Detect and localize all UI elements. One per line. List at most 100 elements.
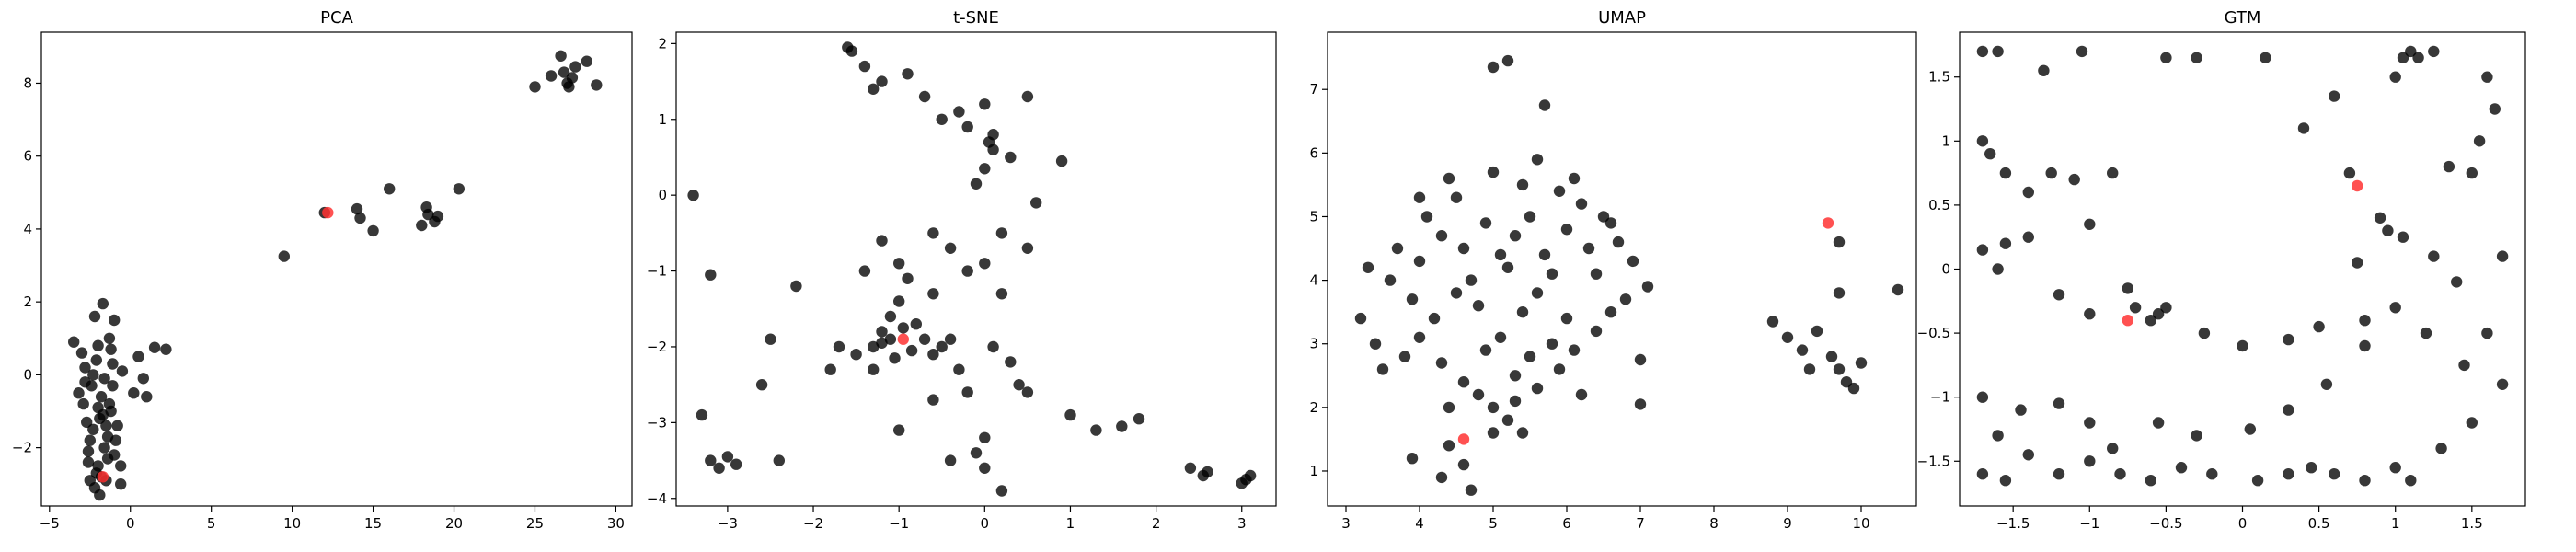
umap-y-tick-label-1: 2 [1309,399,1318,416]
tsne-point-s0-54 [995,485,1008,497]
gtm-point-s0-15 [2473,135,2486,147]
tsne-point-s0-18 [790,280,802,293]
gtm-point-s0-16 [2466,167,2478,179]
umap-point-s0-23 [1428,312,1441,325]
gtm-point-s0-30 [2084,308,2096,320]
umap-point-s0-73 [1840,376,1853,388]
tsne-point-s0-17 [705,269,717,281]
tsne-point-s0-60 [995,288,1008,300]
umap-point-s0-27 [1398,351,1411,362]
umap-point-s0-65 [1604,217,1617,229]
pca-point-s1-0 [322,206,334,219]
pca-point-s0-68 [90,354,103,366]
umap-point-s0-74 [1847,382,1860,395]
gtm-x-tick-label-2: −0.5 [2149,515,2182,532]
pca-point-s0-55 [87,423,99,435]
umap-point-s0-46 [1406,453,1419,465]
umap-point-s0-45 [1435,471,1448,484]
pca-title: PCA [320,8,353,28]
gtm-point-s0-19 [1984,148,1996,160]
umap-point-s0-85 [1509,370,1522,382]
pca-point-s0-73 [115,460,127,472]
umap-point-s0-38 [1604,306,1617,318]
umap-panel: UMAP 3 4 5 6 7 8 9 10 1 2 3 4 5 6 7 [1309,8,1917,532]
gtm-point-s0-24 [2084,218,2096,230]
umap-point-s0-35 [1553,363,1566,375]
gtm-point-s0-14 [2489,103,2501,115]
umap-point-s0-78 [1892,283,1904,296]
umap-point-s0-57 [1546,338,1558,350]
pca-point-s0-28 [98,373,110,385]
tsne-point-s0-34 [936,340,948,353]
pca-point-s0-53 [558,66,570,78]
gtm-point-s0-44 [2435,443,2447,454]
tsne-point-s0-33 [927,349,939,361]
umap-point-s0-54 [1501,261,1514,273]
umap-point-s1-0 [1822,217,1834,229]
umap-point-s1-1 [1457,433,1470,445]
gtm-point-s0-66 [2107,443,2119,454]
umap-point-s0-21 [1384,274,1397,286]
tsne-point-s0-37 [876,235,888,247]
tsne-point-s0-19 [765,333,776,345]
umap-point-s0-40 [1634,353,1647,366]
umap-point-s0-17 [1538,248,1551,261]
umap-point-s0-25 [1369,338,1382,350]
gtm-point-s0-74 [2374,212,2386,224]
tsne-point-s0-44 [858,265,871,277]
pca-x-tick-label-0: −5 [40,515,60,532]
gtm-point-s0-21 [2022,186,2034,199]
umap-x-tick-label-5: 8 [1709,515,1719,532]
gtm-y-tick-label-3: 0 [1941,261,1950,278]
tsne-point-s0-77 [1244,469,1257,482]
tsne-point-s0-35 [944,333,957,345]
gtm-point-s0-62 [1992,430,2004,442]
tsne-point-s0-57 [1005,356,1017,368]
pca-point-s0-59 [94,489,106,501]
tsne-point-s0-66 [987,144,999,155]
gtm-point-s0-76 [2382,224,2394,236]
gtm-point-s0-26 [1976,244,1989,256]
pca-point-s0-44 [529,81,541,93]
umap-point-s0-47 [1487,427,1500,439]
tsne-point-s0-30 [884,310,897,323]
tsne-y-tick-label-0: −4 [647,490,667,507]
tsne-point-s0-5 [902,68,914,80]
tsne-point-s0-42 [927,288,939,300]
gtm-point-s0-55 [2114,468,2126,480]
gtm-point-s0-64 [2053,397,2065,409]
tsne-y-tick-label-6: 2 [658,35,667,52]
umap-point-s0-49 [1516,427,1529,439]
pca-point-s0-32 [278,250,290,262]
umap-points [1354,54,1904,496]
umap-y-tick-label-4: 5 [1309,208,1318,224]
pca-point-s0-36 [367,224,379,237]
umap-point-s0-10 [1612,236,1625,248]
umap-point-s0-77 [1855,357,1868,369]
gtm-point-s0-70 [2283,404,2294,416]
umap-point-s0-53 [1546,268,1558,280]
pca-x-tick-label-5: 20 [445,515,463,532]
gtm-x-tick-label-1: −1 [2079,515,2099,532]
tsne-point-s0-15 [1055,155,1068,167]
pca-point-s0-5 [95,391,108,403]
umap-point-s0-22 [1406,293,1419,305]
gtm-point-s0-79 [2496,250,2509,262]
tsne-point-s0-80 [905,344,918,357]
tsne-point-s0-52 [970,447,983,459]
pca-point-s0-51 [591,79,603,91]
pca-x-tick-label-6: 25 [526,515,544,532]
gtm-point-s0-65 [2084,417,2096,429]
gtm-point-s0-12 [2389,71,2401,83]
umap-point-s0-11 [1627,255,1639,268]
tsne-y-tick-label-2: −2 [647,339,667,355]
gtm-point-s0-9 [2405,45,2417,58]
tsne-point-s0-83 [876,337,888,349]
gtm-x-tick-label-3: 0 [2238,515,2248,532]
tsne-point-s0-74 [1202,466,1213,478]
pca-point-s0-67 [103,397,116,410]
gtm-point-s0-35 [2283,333,2294,346]
pca-point-s0-8 [68,336,80,348]
umap-point-s0-55 [1472,300,1485,312]
gtm-point-s0-10 [2412,52,2424,63]
